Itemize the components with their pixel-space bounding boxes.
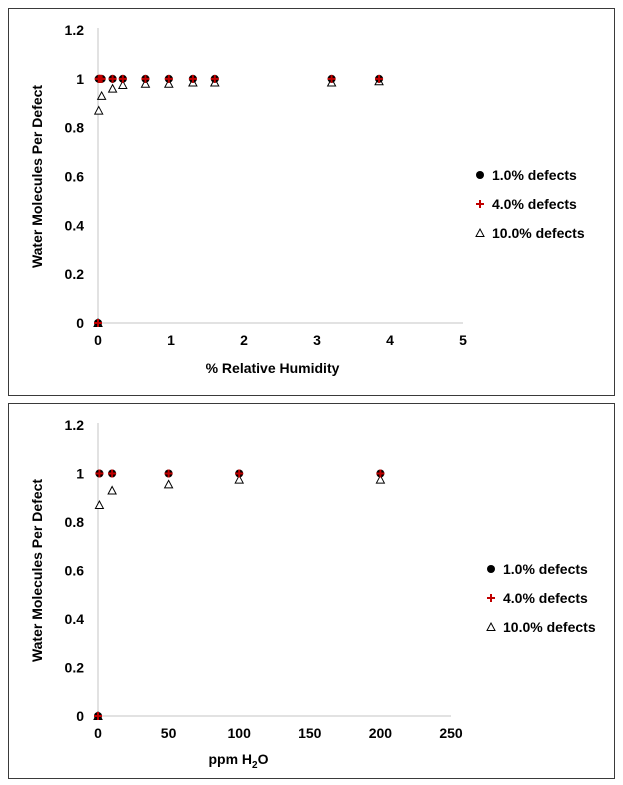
data-point-s2-12	[375, 74, 384, 83]
data-point-s2-3	[164, 469, 173, 478]
series-3	[93, 474, 386, 720]
legend-marker-s3-0	[486, 621, 496, 631]
data-point-s2-8	[164, 74, 173, 83]
y-tick-label: 1.2	[65, 417, 85, 433]
chart-panel-humidity: 0 0.2 0.4 0.6 0.8 1 1.2 0 1 2 3 4 5 Water Molecules P…	[8, 8, 615, 396]
y-tick-label: 0	[76, 708, 84, 724]
legend-marker-s1-0	[476, 171, 484, 179]
x-axis-title-sub: 2	[252, 760, 258, 771]
data-point-s2-9	[188, 74, 197, 83]
series-2	[94, 469, 385, 720]
data-point-s2-7	[141, 74, 150, 83]
x-tick-label: 50	[161, 725, 177, 741]
chart-humidity: 0 0.2 0.4 0.6 0.8 1 1.2 0 1 2 3 4 5 Water Molecules P…	[29, 22, 585, 376]
legend-marker-s1-0	[487, 565, 495, 573]
chart-panel-ppm: 0 0.2 0.4 0.6 0.8 1 1.2 0 50 100 150 200 250 Water Mo…	[8, 403, 615, 779]
x-tick-label: 1	[167, 332, 175, 348]
data-point-s2-0	[94, 712, 102, 720]
y-axis-title: Water Molecules Per Defect	[29, 479, 45, 662]
x-tick-label: 100	[228, 725, 252, 741]
y-tick-label: 1	[76, 71, 84, 87]
data-point-s3-5	[375, 474, 386, 484]
x-tick-label: 150	[298, 725, 322, 741]
data-point-s2-6	[118, 74, 127, 83]
data-point-s3-1	[93, 105, 104, 115]
data-point-s2-4	[235, 469, 244, 478]
legend-marker-s2-0	[476, 200, 484, 208]
data-point-s2-2	[108, 469, 117, 478]
data-point-s2-1	[95, 469, 104, 478]
series-1	[94, 74, 384, 327]
data-point-s2-0	[94, 319, 102, 327]
x-tick-label: 250	[439, 725, 463, 741]
x-tick-label: 5	[459, 332, 467, 348]
x-tick-label: 200	[369, 725, 393, 741]
x-tick-label: 0	[94, 725, 102, 741]
x-axis-title: % Relative Humidity	[206, 360, 340, 376]
data-point-s2-5	[376, 469, 385, 478]
x-axis-title-main: ppm H	[208, 751, 252, 767]
legend-label: 1.0% defects	[492, 167, 577, 183]
chart-ppm: 0 0.2 0.4 0.6 0.8 1 1.2 0 50 100 150 200 250 Water Mo…	[29, 417, 596, 771]
y-tick-label: 0.4	[65, 217, 85, 233]
data-point-s3-3	[163, 479, 174, 489]
data-point-s3-5	[140, 78, 151, 88]
series-3	[93, 76, 384, 327]
y-tick-label: 0.4	[65, 611, 85, 627]
y-axis-title: Water Molecules Per Defect	[29, 85, 45, 268]
data-point-s3-2	[96, 90, 107, 100]
legend-label: 4.0% defects	[492, 196, 577, 212]
legend-label: 10.0% defects	[492, 225, 585, 241]
x-tick-label: 3	[313, 332, 321, 348]
data-point-s2-4	[97, 74, 106, 83]
data-point-s2-10	[210, 74, 219, 83]
y-tick-label: 0.6	[65, 563, 85, 579]
data-point-s3-4	[117, 79, 128, 89]
legend-marker-s2-0	[487, 594, 495, 602]
x-tick-label: 4	[386, 332, 394, 348]
y-tick-label: 1.2	[65, 22, 85, 38]
data-point-s3-3	[107, 83, 118, 93]
x-tick-label: 0	[94, 332, 102, 348]
data-point-s3-2	[107, 485, 117, 495]
x-axis-title-tail: O	[258, 751, 269, 767]
data-point-s2-11	[327, 74, 336, 83]
legend-label: 10.0% defects	[503, 619, 596, 635]
data-point-s2-5	[108, 74, 117, 83]
series-2	[94, 74, 384, 327]
legend-label: 1.0% defects	[503, 561, 588, 577]
y-tick-label: 1	[76, 466, 84, 482]
y-tick-label: 0	[76, 315, 84, 331]
data-point-s3-1	[94, 499, 105, 510]
series-1	[94, 469, 385, 720]
y-tick-label: 0.8	[65, 514, 85, 530]
legend-label: 4.0% defects	[503, 590, 588, 606]
y-tick-label: 0.6	[65, 169, 85, 185]
data-point-s3-6	[163, 78, 174, 88]
y-tick-label: 0.2	[65, 660, 85, 676]
data-point-s3-4	[234, 474, 245, 484]
y-tick-label: 0.2	[65, 266, 85, 282]
legend-marker-s3-0	[475, 227, 485, 237]
x-axis-title: ppm H2O	[208, 751, 268, 771]
x-tick-label: 2	[240, 332, 248, 348]
y-tick-label: 0.8	[65, 120, 85, 136]
